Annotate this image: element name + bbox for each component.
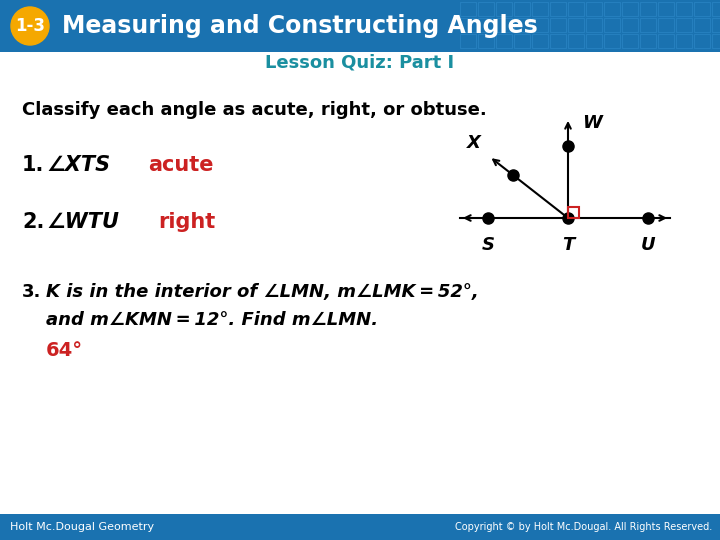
Circle shape bbox=[11, 7, 49, 45]
Bar bbox=[568, 18, 584, 32]
Bar bbox=[496, 2, 512, 16]
Bar bbox=[622, 2, 638, 16]
Bar bbox=[550, 34, 566, 48]
Bar bbox=[676, 18, 692, 32]
Text: 1.: 1. bbox=[22, 155, 45, 175]
Bar bbox=[586, 18, 602, 32]
Bar bbox=[676, 2, 692, 16]
Text: Measuring and Constructing Angles: Measuring and Constructing Angles bbox=[62, 14, 538, 38]
Bar bbox=[604, 2, 620, 16]
Text: 2.: 2. bbox=[22, 212, 45, 232]
Text: ∠XTS: ∠XTS bbox=[46, 155, 110, 175]
Bar bbox=[568, 34, 584, 48]
Text: K is in the interior of ∠LMN, m∠LMK = 52°,: K is in the interior of ∠LMN, m∠LMK = 52… bbox=[46, 283, 479, 301]
Bar bbox=[640, 18, 656, 32]
Text: T: T bbox=[562, 236, 574, 254]
Bar bbox=[586, 2, 602, 16]
Bar bbox=[532, 18, 548, 32]
Bar bbox=[640, 2, 656, 16]
Bar bbox=[0, 0, 720, 52]
Text: S: S bbox=[482, 236, 495, 254]
Bar bbox=[694, 2, 710, 16]
Bar bbox=[712, 34, 720, 48]
Bar bbox=[460, 2, 476, 16]
Bar bbox=[622, 34, 638, 48]
Bar bbox=[514, 18, 530, 32]
Text: U: U bbox=[641, 236, 655, 254]
Bar bbox=[550, 2, 566, 16]
Bar bbox=[496, 18, 512, 32]
Bar bbox=[460, 34, 476, 48]
Bar bbox=[478, 18, 494, 32]
Text: acute: acute bbox=[148, 155, 214, 175]
Text: ∠WTU: ∠WTU bbox=[46, 212, 119, 232]
Text: X: X bbox=[467, 134, 481, 152]
Bar bbox=[658, 18, 674, 32]
Bar bbox=[694, 34, 710, 48]
Bar bbox=[676, 34, 692, 48]
Bar bbox=[0, 514, 720, 540]
Bar bbox=[568, 207, 579, 218]
Bar bbox=[478, 34, 494, 48]
Bar bbox=[478, 2, 494, 16]
Bar bbox=[460, 18, 476, 32]
Bar bbox=[658, 34, 674, 48]
Bar bbox=[640, 34, 656, 48]
Bar bbox=[568, 2, 584, 16]
Bar bbox=[622, 18, 638, 32]
Text: 1-3: 1-3 bbox=[15, 17, 45, 35]
Text: right: right bbox=[158, 212, 215, 232]
Bar bbox=[604, 34, 620, 48]
Bar bbox=[658, 2, 674, 16]
Bar bbox=[532, 34, 548, 48]
Bar bbox=[550, 18, 566, 32]
Text: 64°: 64° bbox=[46, 341, 83, 360]
Bar bbox=[712, 18, 720, 32]
Bar bbox=[532, 2, 548, 16]
Bar bbox=[496, 34, 512, 48]
Bar bbox=[586, 34, 602, 48]
Text: 3.: 3. bbox=[22, 283, 41, 301]
Bar bbox=[514, 34, 530, 48]
Text: Classify each angle as acute, right, or obtuse.: Classify each angle as acute, right, or … bbox=[22, 101, 487, 119]
Bar bbox=[604, 18, 620, 32]
Text: W: W bbox=[582, 114, 602, 132]
Bar bbox=[514, 2, 530, 16]
Bar bbox=[694, 18, 710, 32]
Text: Lesson Quiz: Part I: Lesson Quiz: Part I bbox=[266, 53, 454, 71]
Text: Holt Mc.Dougal Geometry: Holt Mc.Dougal Geometry bbox=[10, 522, 154, 532]
Bar bbox=[712, 2, 720, 16]
Text: Copyright © by Holt Mc.Dougal. All Rights Reserved.: Copyright © by Holt Mc.Dougal. All Right… bbox=[455, 522, 712, 532]
Text: and m∠KMN = 12°. Find m∠LMN.: and m∠KMN = 12°. Find m∠LMN. bbox=[46, 311, 378, 329]
